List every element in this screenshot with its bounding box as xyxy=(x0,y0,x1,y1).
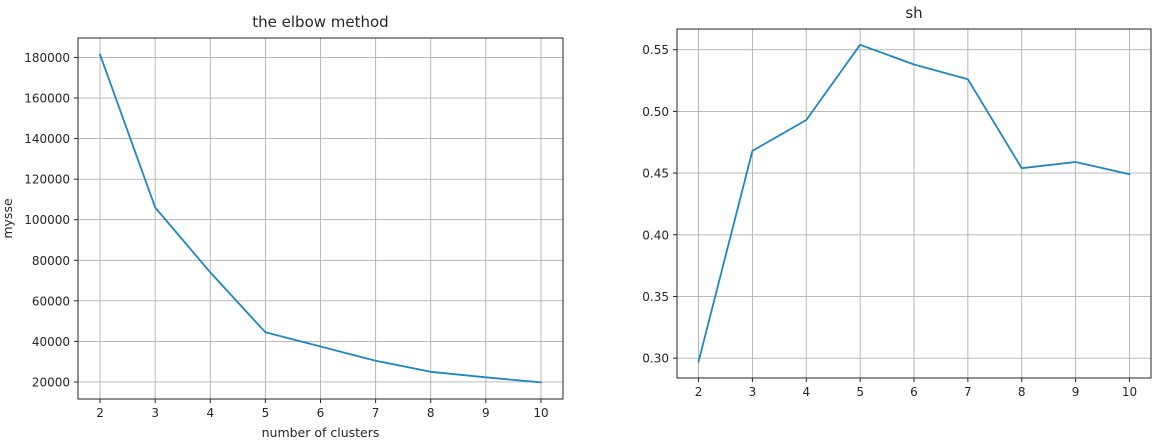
x-tick-label: 4 xyxy=(802,385,810,399)
plot-frame xyxy=(676,28,1152,379)
chart-2: 2 3 4 5 6 7 8 9 10 0.30 0.35 0.40 0.45 0.50 0.55 sh xyxy=(642,4,1152,399)
x-tick-label: 8 xyxy=(427,406,435,420)
x-tick-label: 6 xyxy=(910,385,918,399)
y-tick-label: 120000 xyxy=(24,173,70,187)
chart-title: the elbow method xyxy=(252,13,388,31)
chart-title: sh xyxy=(905,4,922,22)
x-tick-label: 5 xyxy=(262,406,270,420)
y-tick-label: 40000 xyxy=(32,335,70,349)
chart-1: 2 3 4 5 6 7 8 9 10 20000 40000 60000 80000 100000 1200… xyxy=(0,13,564,440)
x-tick-label: 3 xyxy=(749,385,757,399)
y-tick-label: 0.45 xyxy=(642,167,669,181)
x-tick-label: 8 xyxy=(1018,385,1026,399)
x-tick-label: 2 xyxy=(695,385,703,399)
x-tick-label: 5 xyxy=(856,385,864,399)
x-tick-label: 9 xyxy=(1072,385,1080,399)
y-tick-label: 100000 xyxy=(24,213,70,227)
y-tick-label: 0.50 xyxy=(642,105,669,119)
x-tick-label: 9 xyxy=(482,406,490,420)
y-tick-label: 140000 xyxy=(24,132,70,146)
y-tick-label: 0.40 xyxy=(642,228,669,242)
x-tick-label: 2 xyxy=(96,406,104,420)
y-axis-label: mysse xyxy=(0,198,15,239)
x-tick-label: 7 xyxy=(372,406,380,420)
x-axis-label: number of clusters xyxy=(262,425,380,440)
series-line xyxy=(697,43,1131,363)
y-tick-label: 0.35 xyxy=(642,290,669,304)
y-tick-label: 20000 xyxy=(32,375,70,389)
x-tick-label: 7 xyxy=(964,385,972,399)
x-tick-label: 10 xyxy=(1122,385,1137,399)
y-tick-label: 180000 xyxy=(24,51,70,65)
plot-frame xyxy=(77,37,564,400)
series-line xyxy=(99,53,542,384)
x-tick-label: 10 xyxy=(533,406,548,420)
y-tick-label: 80000 xyxy=(32,254,70,268)
y-tick-label: 60000 xyxy=(32,294,70,308)
x-tick-label: 3 xyxy=(151,406,159,420)
y-tick-label: 160000 xyxy=(24,92,70,106)
x-tick-label: 6 xyxy=(317,406,325,420)
x-tick-label: 4 xyxy=(206,406,214,420)
y-tick-label: 0.30 xyxy=(642,352,669,366)
y-tick-label: 0.55 xyxy=(642,43,669,57)
